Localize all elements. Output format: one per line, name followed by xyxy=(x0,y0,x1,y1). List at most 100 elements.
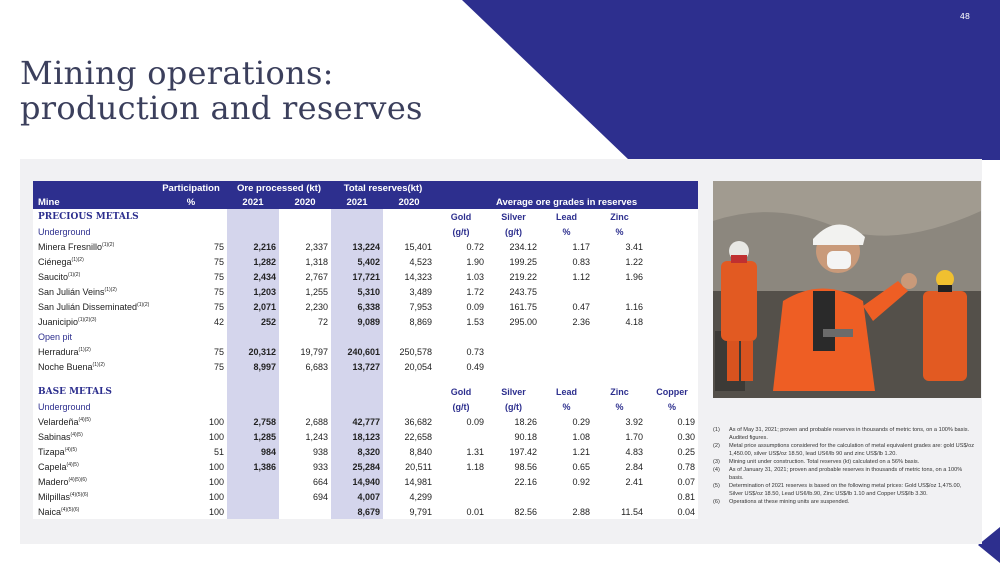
reserves-2020-cell: 22,658 xyxy=(383,429,436,444)
precious-metals-heading-col xyxy=(646,209,699,224)
ore-2020-cell: 694 xyxy=(279,489,332,504)
blank xyxy=(155,374,227,384)
header-percent: % xyxy=(155,195,227,209)
mine-label: San Julián Disseminated xyxy=(38,301,138,312)
footnote-text: As of May 31, 2021; proven and probable … xyxy=(729,427,970,441)
copper-grade-cell xyxy=(646,284,699,299)
participation-cell: 100 xyxy=(155,489,227,504)
copper-grade-cell: 0.30 xyxy=(646,429,699,444)
mine-label: Sabinas xyxy=(38,431,71,442)
mine-name: Ciénega(1)(2) xyxy=(33,254,155,269)
title-line-1: Mining operations: xyxy=(20,54,334,92)
ore-2021-cell: 8,997 xyxy=(227,359,279,374)
blank xyxy=(593,374,647,384)
ore-2021-cell: 20,312 xyxy=(227,344,279,359)
zinc-grade-cell xyxy=(593,359,647,374)
ore-2020-cell: 2,337 xyxy=(279,239,332,254)
participation-cell: 42 xyxy=(155,314,227,329)
zinc-grade-cell: 2.84 xyxy=(593,459,647,474)
mine-name: Noche Buena(1)(2) xyxy=(33,359,155,374)
mine-name: Minera Fresnillo(1)(2) xyxy=(33,239,155,254)
zinc-grade-cell: 4.18 xyxy=(593,314,647,329)
copper-grade-cell: 0.78 xyxy=(646,459,699,474)
footnote-ref: (1)(2) xyxy=(68,271,81,278)
open-pit-heading-label: Open pit xyxy=(33,329,155,344)
base-underground-heading-col: (g/t) xyxy=(487,399,541,414)
lead-grade-cell: 1.08 xyxy=(540,429,594,444)
ore-2020-cell xyxy=(279,504,332,519)
footnote-item: (2) Metal price assumptions considered fo… xyxy=(713,442,975,458)
base-underground-heading-label: Underground xyxy=(33,399,155,414)
mine-name: Saucito(1)(2) xyxy=(33,269,155,284)
precious-underground-heading-col xyxy=(646,224,699,239)
table-row: Naica(4)(5)(6) 100 8,679 9,791 0.01 82.56 2.88… xyxy=(33,504,699,519)
table-row: San Julián Disseminated(1)(2) 75 2,071 2,23… xyxy=(33,299,699,314)
blank xyxy=(331,374,384,384)
footnote-ref: (4)(5)(6) xyxy=(61,506,80,513)
ore-2021-cell: 252 xyxy=(227,314,279,329)
reserves-2021-cell: 13,224 xyxy=(331,239,384,254)
mine-label: Minera Fresnillo xyxy=(38,241,103,252)
precious-metals-heading-col: Gold xyxy=(435,209,488,224)
reserves-2020-cell: 14,323 xyxy=(383,269,436,284)
reserves-2020-cell: 20,054 xyxy=(383,359,436,374)
ore-2021-cell xyxy=(227,504,279,519)
ore-2021-cell xyxy=(227,489,279,504)
copper-grade-cell xyxy=(646,254,699,269)
copper-grade-cell: 0.04 xyxy=(646,504,699,519)
table-row: Minera Fresnillo(1)(2) 75 2,216 2,337 13,224… xyxy=(33,239,699,254)
ore-2021-cell xyxy=(227,474,279,489)
blank xyxy=(279,399,332,414)
mine-label: Naica xyxy=(38,506,62,517)
blank xyxy=(383,374,436,384)
mine-name: San Julián Veins(1)(2) xyxy=(33,284,155,299)
silver-grade-cell: 18.26 xyxy=(487,414,541,429)
zinc-grade-cell xyxy=(593,489,647,504)
base-metals-heading-col: Lead xyxy=(540,384,594,399)
blank xyxy=(33,374,155,384)
mine-label: Velardeña xyxy=(38,416,79,427)
reserves-2021-cell: 13,727 xyxy=(331,359,384,374)
reserves-2020-cell: 20,511 xyxy=(383,459,436,474)
silver-grade-cell: 161.75 xyxy=(487,299,541,314)
blank xyxy=(331,329,384,344)
gold-grade-cell: 1.72 xyxy=(435,284,488,299)
reserves-2020-cell: 9,791 xyxy=(383,504,436,519)
footnote-number: (2) xyxy=(713,443,720,449)
base-underground-heading-col: (g/t) xyxy=(435,399,488,414)
reserves-2021-cell: 8,320 xyxy=(331,444,384,459)
mine-name: Tizapa(4)(5) xyxy=(33,444,155,459)
page-number: 48 xyxy=(959,12,970,21)
mine-name: Madero(4)(5)(6) xyxy=(33,474,155,489)
table-row: Juanicipio(1)(2)(3) 42 252 72 9,089 8,869 1.53… xyxy=(33,314,699,329)
silver-grade-cell xyxy=(487,359,541,374)
mine-name: Velardeña(4)(5) xyxy=(33,414,155,429)
spacer-row xyxy=(33,374,699,384)
blank xyxy=(227,374,279,384)
silver-grade-cell: 234.12 xyxy=(487,239,541,254)
blank xyxy=(279,329,332,344)
mine-name: Sabinas(4)(5) xyxy=(33,429,155,444)
ore-2020-cell: 1,318 xyxy=(279,254,332,269)
blank xyxy=(383,384,436,399)
ore-2021-cell: 2,434 xyxy=(227,269,279,284)
ore-2020-cell: 6,683 xyxy=(279,359,332,374)
footnote-item: (5) Determination of 2021 reserves is bas… xyxy=(713,482,975,498)
copper-grade-cell xyxy=(646,344,699,359)
blank xyxy=(331,384,384,399)
silver-grade-cell: 197.42 xyxy=(487,444,541,459)
ore-2020-cell: 19,797 xyxy=(279,344,332,359)
copper-grade-cell xyxy=(646,239,699,254)
blank xyxy=(155,209,227,224)
ore-2020-cell: 938 xyxy=(279,444,332,459)
base-metals-heading: BASE METALS Gold Silver Lead Zinc Copper xyxy=(33,384,699,399)
ore-2020-cell: 1,255 xyxy=(279,284,332,299)
table-row: San Julián Veins(1)(2) 75 1,203 1,255 5,310 3… xyxy=(33,284,699,299)
footnote-ref: (1)(2) xyxy=(92,361,105,368)
reserves-2021-cell: 5,310 xyxy=(331,284,384,299)
footnote-ref: (1)(2) xyxy=(137,301,150,308)
corner-accent xyxy=(978,527,1000,563)
page-title: Mining operations: production and reserv… xyxy=(20,56,423,126)
table-row: Velardeña(4)(5) 100 2,758 2,688 42,777 36,682… xyxy=(33,414,699,429)
footnote-ref: (1)(2) xyxy=(102,241,115,248)
